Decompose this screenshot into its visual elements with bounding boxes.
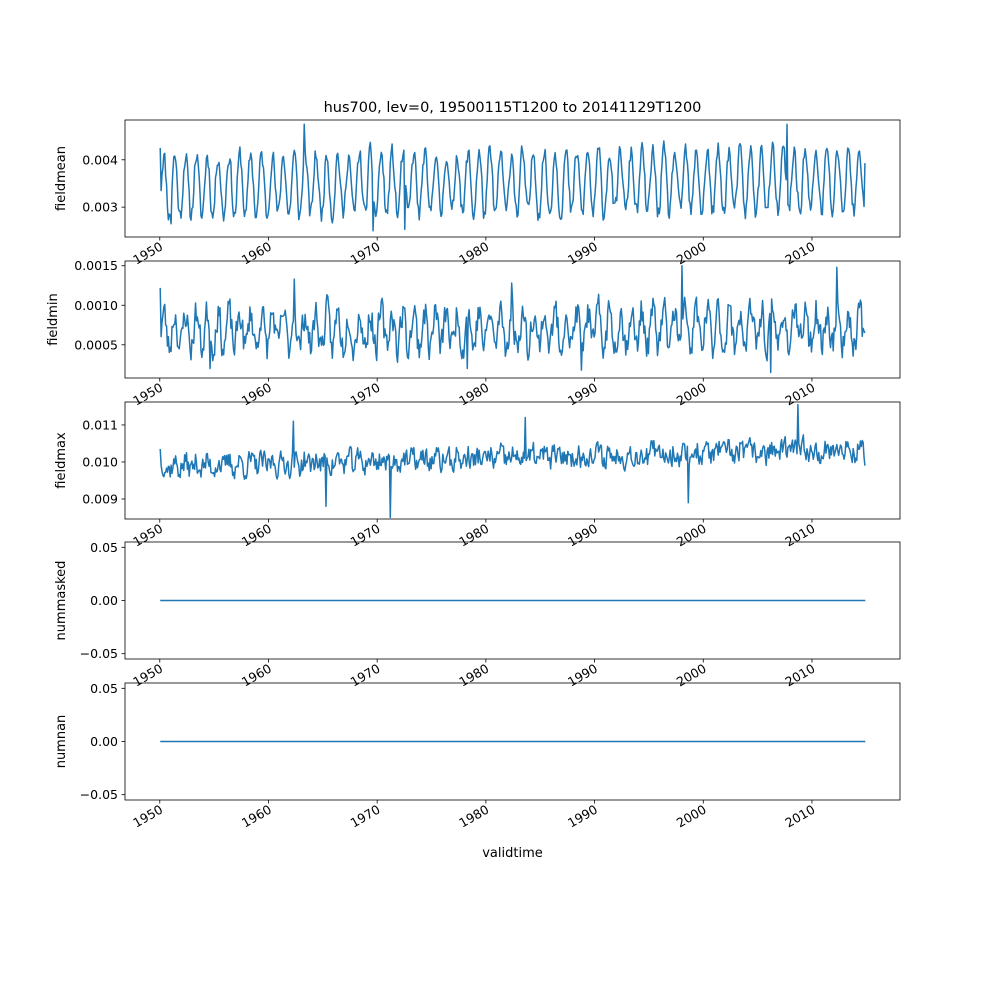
y-tick-label: −0.05 — [80, 787, 118, 802]
x-tick-label: 1980 — [456, 661, 491, 690]
x-tick-label: 2000 — [674, 802, 709, 831]
x-tick-label: 2000 — [674, 661, 709, 690]
x-tick-label: 2010 — [782, 380, 817, 409]
x-tick-label: 1970 — [348, 239, 383, 268]
x-tick-label: 1970 — [348, 521, 383, 550]
y-tick-label: 0.009 — [82, 492, 118, 507]
panel-fieldmin: 0.0005 0.0010 0.0015 1950 1960 1970 1980 1990 20… — [46, 258, 901, 409]
x-tick-label: 1950 — [130, 521, 165, 550]
y-tick-label: 0.011 — [82, 417, 118, 432]
series-line-fieldmean — [159, 123, 866, 232]
x-tick-label: 2010 — [782, 521, 817, 550]
y-axis-label: fieldmax — [54, 432, 69, 489]
y-axis-label: fieldmean — [54, 146, 69, 211]
x-tick-label: 1960 — [239, 802, 274, 831]
y-tick-label: 0.05 — [90, 540, 118, 555]
x-tick-label: 1990 — [565, 521, 600, 550]
x-tick-label: 1990 — [565, 239, 600, 268]
y-tick-label: 0.0010 — [74, 298, 118, 313]
x-tick-label: 1950 — [130, 661, 165, 690]
y-tick-label: 0.004 — [82, 152, 118, 167]
series-line-fieldmax — [159, 403, 866, 519]
x-tick-label: 1990 — [565, 661, 600, 690]
x-tick-label: 1980 — [456, 521, 491, 550]
x-tick-label: 1960 — [239, 380, 274, 409]
y-tick-label: 0.00 — [90, 734, 118, 749]
panel-numnan: −0.05 0.00 0.05 1950 1960 1970 1980 1990 2000 201… — [54, 681, 901, 831]
figure-title: hus700, lev=0, 19500115T1200 to 20141129… — [324, 100, 702, 116]
x-axis-label: validtime — [482, 846, 543, 861]
x-tick-label: 1960 — [239, 661, 274, 690]
series-line-fieldmin — [159, 264, 866, 374]
x-tick-label: 1950 — [130, 802, 165, 831]
x-tick-label: 1990 — [565, 380, 600, 409]
x-tick-label: 1970 — [348, 802, 383, 831]
x-tick-label: 1980 — [456, 380, 491, 409]
x-tick-label: 2010 — [782, 661, 817, 690]
x-tick-label: 1970 — [348, 661, 383, 690]
x-tick-label: 2010 — [782, 239, 817, 268]
panel-fieldmean: 0.003 0.004 1950 1960 1970 1980 1990 2000 2010 fi… — [54, 119, 901, 268]
x-tick-label: 1970 — [348, 380, 383, 409]
y-tick-label: 0.05 — [90, 681, 118, 696]
axes-frame — [124, 119, 901, 238]
x-tick-label: 1950 — [130, 239, 165, 268]
x-tick-label: 1980 — [456, 239, 491, 268]
x-tick-label: 1950 — [130, 380, 165, 409]
y-tick-label: 0.010 — [82, 454, 118, 469]
x-tick-label: 1990 — [565, 802, 600, 831]
y-tick-label: 0.0005 — [74, 337, 118, 352]
y-axis-label: fieldmin — [46, 293, 61, 346]
x-tick-label: 2010 — [782, 802, 817, 831]
x-tick-label: 2000 — [674, 521, 709, 550]
x-tick-label: 1960 — [239, 239, 274, 268]
y-tick-label: 0.003 — [82, 200, 118, 215]
x-tick-label: 1980 — [456, 802, 491, 831]
x-tick-label: 1960 — [239, 521, 274, 550]
y-tick-label: 0.00 — [90, 593, 118, 608]
panel-nummasked: −0.05 0.00 0.05 1950 1960 1970 1980 1990 2000 201… — [54, 540, 901, 690]
panel-fieldmax: 0.009 0.010 0.011 1950 1960 1970 1980 1990 2000 2… — [54, 401, 901, 550]
x-tick-label: 2000 — [674, 239, 709, 268]
y-tick-label: −0.05 — [80, 646, 118, 661]
y-axis-label: numnan — [54, 715, 69, 769]
axes-frame — [124, 260, 901, 379]
x-tick-label: 2000 — [674, 380, 709, 409]
axes-frame — [124, 401, 901, 520]
y-axis-label: nummasked — [54, 561, 69, 641]
y-tick-label: 0.0015 — [74, 258, 118, 273]
